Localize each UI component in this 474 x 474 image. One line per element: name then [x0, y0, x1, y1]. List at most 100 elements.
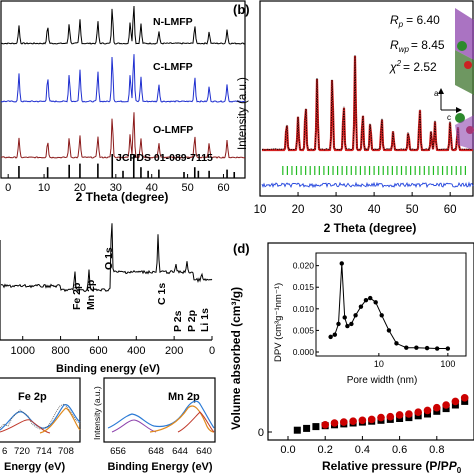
panel-d-x-tick-label-4: 0.8: [429, 444, 444, 456]
inset-point-2: [336, 321, 341, 327]
panel-a-tick-label-2: 20: [74, 182, 86, 194]
chi-label: χ2 = 2.52: [389, 59, 437, 74]
desorption-point-8: [395, 411, 404, 419]
fe-fit-component-2: [39, 407, 81, 434]
desorption-point-9: [405, 410, 413, 418]
panel-a-reference-label: JCPDS 01-089-7115: [116, 152, 213, 164]
panel-c-tick-label-0: 1000: [10, 345, 34, 357]
panel-mn-ticks: 656 648 644 640: [110, 446, 212, 457]
fe-tick-2: 714: [36, 446, 52, 457]
inset-y-tick-label-3: 0.015: [293, 282, 315, 292]
panel-a-tick-label-6: 60: [217, 182, 229, 194]
label-fe2p: Fe 2p: [71, 283, 83, 310]
inset-y-ticks: 0.000 0.005 0.010 0.015 0.020: [293, 261, 319, 357]
panel-b-tick-label-0: 10: [254, 204, 267, 216]
panel-b-frame: [259, 0, 474, 197]
panel-fe-ticks: 6 720 714 708: [2, 446, 74, 457]
desorption-point-2: [340, 418, 348, 426]
crystal-axes: a c: [434, 88, 462, 122]
panel-fe2p: Fe 2p 6 720 714 708 Energy (eV): [0, 377, 81, 473]
panel-d-x-tick-label-2: 0.4: [355, 444, 370, 456]
mn-fit-component-2: [149, 405, 215, 433]
inset-point-7: [353, 313, 358, 318]
xps-survey-spectrum: [0, 223, 213, 293]
inset-point-10: [368, 295, 373, 301]
panel-a-x-title: 2 Theta (degree): [76, 190, 169, 204]
panel-b-tick-label-2: 30: [330, 204, 343, 216]
panel-c-x-title: Binding energy (eV): [56, 363, 160, 375]
label-li1s: Li 1s: [199, 308, 211, 332]
panel-b-curves: [261, 55, 474, 189]
panel-b-rietveld: (b) Intensity (a.u.) Rp = 6.40 Rwp = 8.45 …: [233, 0, 474, 235]
panel-b-stats: Rp = 6.40 Rwp = 8.45 χ2 = 2.52: [389, 13, 445, 74]
panel-d-bet: (d) Volume absorbed (cm³/g) 0 0.0 0.2 0.4 0…: [229, 241, 474, 474]
fe-tick-1: 720: [14, 446, 30, 457]
inset-x-tick-label-1: 100: [440, 359, 455, 369]
rp-label: Rp = 6.40: [390, 13, 440, 29]
desorption-point-1: [330, 419, 339, 427]
fe-raw-data: [0, 403, 81, 430]
panel-d-y-title: Volume absorbed (cm³/g): [229, 287, 243, 430]
panel-b-tick-label-3: 40: [368, 204, 381, 216]
inset-point-0: [328, 334, 333, 340]
panel-a-curves: [0, 5, 246, 178]
inset-x-title: Pore width (nm): [347, 375, 418, 386]
inset-point-6: [349, 321, 354, 327]
inset-y-tick-label-2: 0.010: [293, 304, 315, 314]
panel-a-series-label-o: O-LMFP: [153, 124, 193, 136]
panel-b-label: (b): [233, 2, 250, 17]
panel-c-tick-label-3: 400: [127, 345, 145, 357]
panel-fe-x-title: Energy (eV): [4, 461, 65, 473]
inset-point-17: [424, 345, 430, 351]
panel-b-tick-label-1: 20: [292, 204, 305, 216]
panel-b-x-title: 2 Theta (degree): [324, 221, 417, 235]
mn-fit-component-3: [177, 411, 215, 433]
mn-tick-1: 648: [148, 446, 164, 457]
inset-y-title: DPV (cm³g⁻¹nm⁻¹): [273, 283, 284, 362]
panel-b-tick-label-4: 50: [406, 204, 419, 216]
inset-y-tick-label-0: 0.000: [293, 347, 315, 357]
inset-point-11: [373, 300, 378, 305]
panel-a-x-ticks: 0 10 20 30 40 50 60: [5, 174, 230, 194]
inset-point-12: [379, 313, 384, 318]
panel-a-tick-label-0: 0: [5, 182, 11, 194]
panel-a-series-label-n: N-LMFP: [153, 16, 193, 28]
panel-c-peak-labels: Fe 2p Mn 2p O 1s C 1s P 2s P 2p Li 1s: [71, 247, 211, 332]
inset-point-15: [404, 345, 409, 350]
panel-mn2p: Intensity (a.u.) Mn 2p 656 648 644 640 B…: [92, 377, 216, 473]
panel-d-inset: DPV (cm³g⁻¹nm⁻¹) 0.0000.0050.0100.0150.0…: [273, 252, 467, 386]
inset-point-1: [332, 332, 338, 337]
desorption-point-4: [358, 416, 367, 425]
inset-point-4: [342, 315, 347, 320]
adsorption-point-0: [293, 426, 301, 434]
fe-fit-envelope: [0, 404, 81, 431]
rwp-label: Rwp = 8.45: [390, 38, 445, 54]
panel-c-x-ticks: 1000 800 600 400 200 0: [10, 336, 215, 357]
panel-a-xrd: N-LMFP C-LMFP O-LMFP JCPDS 01-089-7115 0…: [0, 0, 246, 204]
panel-a-tick-label-4: 40: [146, 182, 158, 194]
desorption-point-6: [377, 413, 385, 422]
desorption-point-5: [367, 415, 376, 424]
desorption-point-3: [349, 417, 357, 426]
label-p2p: P 2p: [186, 310, 198, 332]
panel-d-x-title: Relative pressure (P/PP0: [322, 459, 462, 474]
inset-x-tick-label-0: 10: [374, 359, 384, 369]
panel-mn-frame: [103, 377, 216, 443]
panel-fe-frame: [0, 377, 81, 443]
desorption-point-14: [451, 397, 460, 406]
mn-fit-envelope: [107, 400, 215, 429]
panel-fe-title: Fe 2p: [18, 391, 47, 403]
desorption-point-11: [423, 406, 432, 415]
inset-point-16: [414, 345, 419, 350]
inset-point-3: [339, 261, 344, 266]
adsorption-point-2: [312, 423, 320, 431]
panel-d-isotherm-points: [293, 394, 469, 434]
panel-c-tick-label-4: 200: [165, 345, 183, 357]
panel-b-y-title: Intensity (a.u.): [237, 77, 249, 150]
inset-frame: [315, 252, 467, 357]
panel-c-tick-label-1: 800: [51, 345, 69, 357]
panel-b-tick-label-5: 60: [444, 204, 457, 216]
panel-d-y-tick-label-0: 0: [258, 427, 264, 439]
rietveld-difference-line: [261, 181, 474, 189]
